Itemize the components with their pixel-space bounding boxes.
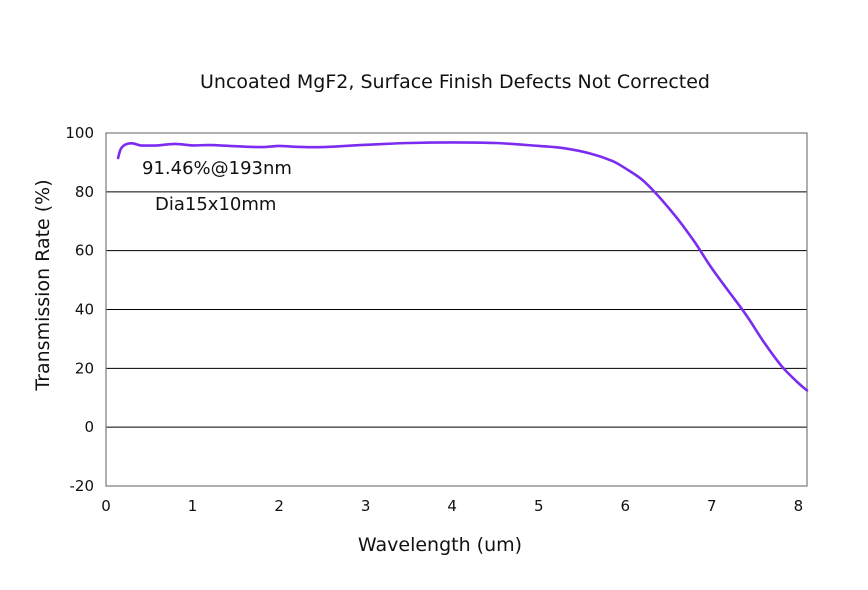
x-tick-label: 4 — [447, 497, 457, 515]
x-axis-label: Wavelength (um) — [358, 534, 522, 556]
x-tick-label: 0 — [101, 497, 111, 515]
y-tick-label: 0 — [84, 418, 94, 436]
plot-frame — [105, 132, 808, 487]
chart-title: Uncoated MgF2, Surface Finish Defects No… — [200, 71, 710, 93]
y-axis: 100 80 60 40 20 0 -20 — [65, 124, 94, 495]
annotation-dimensions: Dia15x10mm — [155, 194, 276, 215]
x-tick-label: 6 — [620, 497, 630, 515]
x-tick-label: 3 — [361, 497, 371, 515]
annotation-transmission: 91.46%@193nm — [142, 158, 292, 179]
x-tick-label: 5 — [534, 497, 544, 515]
x-tick-label: 1 — [188, 497, 198, 515]
x-tick-label: 8 — [794, 497, 804, 515]
y-tick-label: 20 — [75, 359, 94, 377]
series-line-0 — [116, 141, 809, 392]
gridlines — [106, 191, 807, 428]
series-layer — [116, 141, 809, 392]
y-axis-label: Transmission Rate (%) — [32, 179, 54, 391]
x-axis: 0 1 2 3 4 5 6 7 8 — [101, 497, 803, 515]
y-tick-label: 60 — [75, 242, 94, 260]
y-tick-label: 40 — [75, 301, 94, 319]
y-tick-label: 100 — [65, 124, 94, 142]
y-tick-label: -20 — [70, 477, 95, 495]
x-tick-label: 2 — [274, 497, 284, 515]
x-tick-label: 7 — [707, 497, 717, 515]
y-tick-label: 80 — [75, 183, 94, 201]
